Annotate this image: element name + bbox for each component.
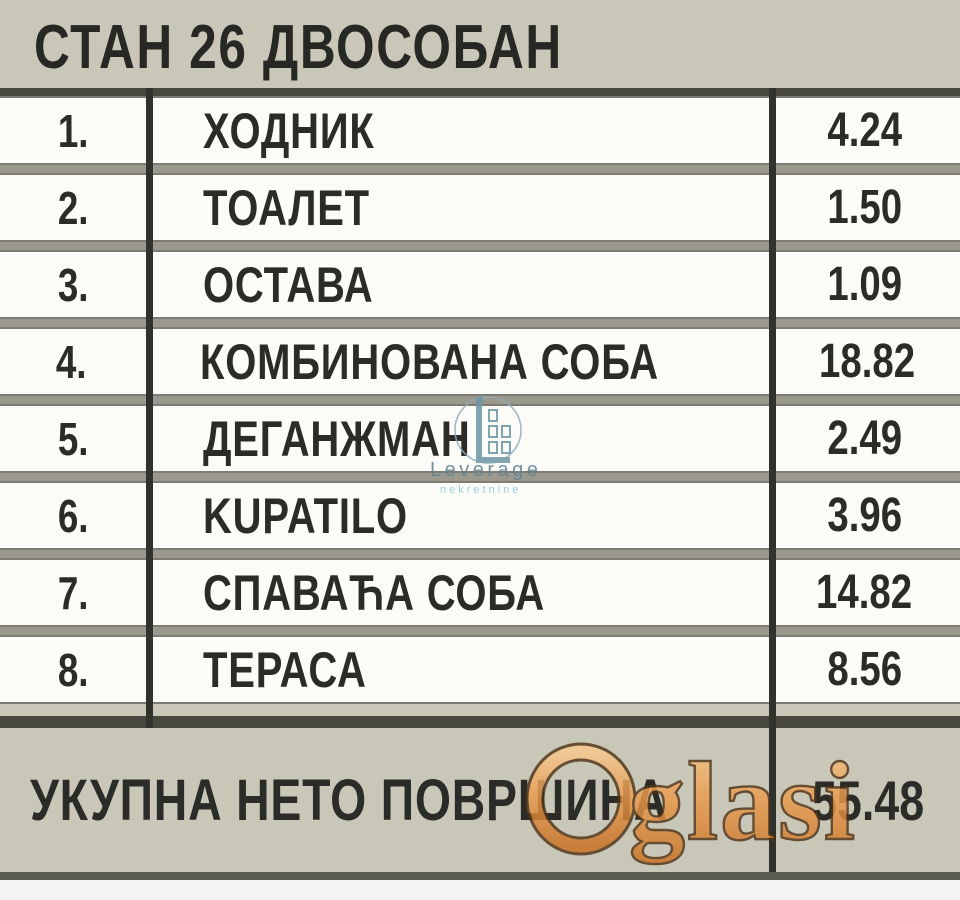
oglasi-o-ring [525,742,637,856]
area-table: 1. ХОДНИК 4.24 2. ТОАЛЕТ 1.50 3. ОСТАВА … [0,96,960,704]
table-row: 4. КОМБИНОВАНА СОБА 18.82 [0,327,960,396]
room-area: 3.96 [827,489,902,542]
room-area: 2.49 [827,412,902,465]
room-area: 14.82 [816,566,913,619]
row-number: 6. [57,489,89,542]
oglasi-watermark: glasi [525,739,857,865]
room-area: 1.09 [827,258,902,311]
table-row: 3. ОСТАВА 1.09 [0,250,960,319]
room-name-cell: ДЕГАНЖМАН [146,406,769,471]
row-number-cell: 2. [0,175,146,240]
room-area-cell: 1.09 [769,252,960,317]
page-title: СТАН 26 ДВОСОБАН [34,16,695,80]
row-number: 2. [57,181,89,234]
column-divider-left [146,88,153,728]
row-number-cell: 4. [0,329,143,394]
row-number-cell: 8. [0,637,146,702]
room-area-cell: 4.24 [769,98,960,163]
row-number: 3. [57,258,89,311]
room-name-cell: KUPATILO [146,483,769,548]
room-area: 8.56 [827,643,902,696]
page-title-text: СТАН 26 ДВОСОБАН [34,13,563,82]
room-name: ХОДНИК [203,102,375,159]
total-row: УКУПНА НЕТО ПОВРШИНА 55.48 [0,728,960,872]
row-number-cell: 7. [0,560,146,625]
top-rule [0,88,960,96]
room-area-cell: 18.82 [773,329,960,394]
room-area: 4.24 [827,104,902,157]
column-divider-right [769,88,776,872]
room-area-cell: 2.49 [769,406,960,471]
row-number-cell: 6. [0,483,146,548]
table-row: 7. СПАВАЋА СОБА 14.82 [0,558,960,627]
row-number: 8. [57,643,89,696]
room-name-cell: СПАВАЋА СОБА [146,560,769,625]
room-name-cell: ХОДНИК [146,98,769,163]
room-name: ДЕГАНЖМАН [203,410,471,467]
row-number: 4. [55,335,87,388]
table-bottom-rule [0,716,960,728]
oglasi-brand-text: glasi [629,740,857,864]
room-name: ТЕРАСА [203,641,367,698]
table-row: 1. ХОДНИК 4.24 [0,96,960,165]
row-number-cell: 1. [0,98,146,163]
bottom-rule [0,872,960,880]
table-row: 2. ТОАЛЕТ 1.50 [0,173,960,242]
row-number: 5. [57,412,89,465]
room-area: 18.82 [818,335,915,388]
room-name-cell: КОМБИНОВАНА СОБА [143,329,774,394]
leverage-building-icon [454,394,522,464]
room-name: ТОАЛЕТ [203,179,370,236]
room-name: ОСТАВА [203,256,374,313]
room-area-cell: 14.82 [769,560,960,625]
total-value: 55.48 [811,768,925,832]
room-area-cell: 1.50 [769,175,960,240]
leverage-brand-text: Leverage [430,459,541,481]
room-area: 1.50 [827,181,902,234]
room-name-cell: ТОАЛЕТ [146,175,769,240]
room-name: КОМБИНОВАНА СОБА [199,333,659,390]
room-name-cell: ТЕРАСА [146,637,769,702]
table-row: 8. ТЕРАСА 8.56 [0,635,960,704]
room-area-cell: 3.96 [769,483,960,548]
room-area-cell: 8.56 [769,637,960,702]
room-name-cell: ОСТАВА [146,252,769,317]
room-name: СПАВАЋА СОБА [203,564,546,621]
row-number: 1. [57,104,89,157]
leverage-watermark: Leverage nekretnine [430,394,541,496]
table-row: 6. KUPATILO 3.96 [0,481,960,550]
row-number-cell: 3. [0,252,146,317]
bottom-margin [0,880,960,900]
row-number: 7. [57,566,89,619]
leverage-subtitle-text: nekretnine [440,484,521,496]
row-number-cell: 5. [0,406,146,471]
room-name: KUPATILO [203,487,408,544]
total-label: УКУПНА НЕТО ПОВРШИНА [30,767,668,833]
